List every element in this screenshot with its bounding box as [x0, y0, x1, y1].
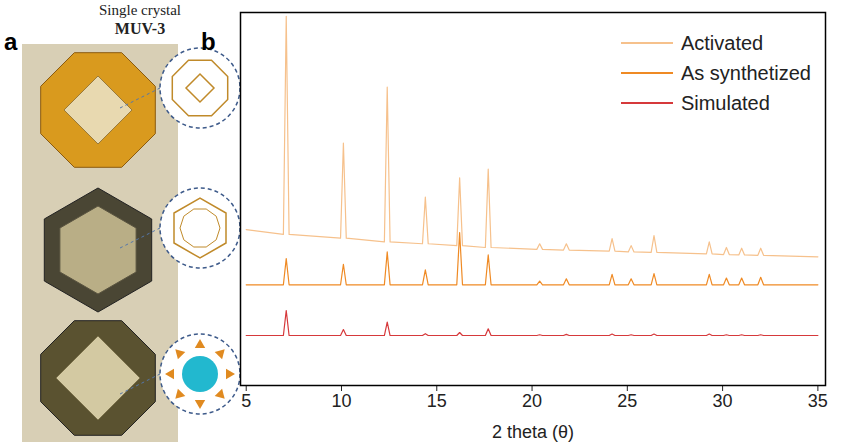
html-text:Simulated: Simulated — [680, 91, 770, 114]
html-text:Activated: Activated — [680, 31, 764, 54]
svg-text:25: 25 — [617, 391, 637, 411]
html-text:As synthetized: As synthetized — [680, 61, 811, 84]
svg-text:2 theta (θ): 2 theta (θ) — [492, 422, 574, 442]
html-text:Single crystal: Single crystal — [99, 2, 181, 18]
svg-text:5: 5 — [241, 391, 251, 411]
html-text:b: b — [201, 28, 216, 55]
svg-text:35: 35 — [808, 391, 828, 411]
svg-text:20: 20 — [522, 391, 542, 411]
svg-text:15: 15 — [427, 391, 447, 411]
html-text:a: a — [4, 28, 18, 55]
svg-text:10: 10 — [331, 391, 351, 411]
html-text:MUV-3: MUV-3 — [114, 20, 166, 37]
svg-text:30: 30 — [713, 391, 733, 411]
